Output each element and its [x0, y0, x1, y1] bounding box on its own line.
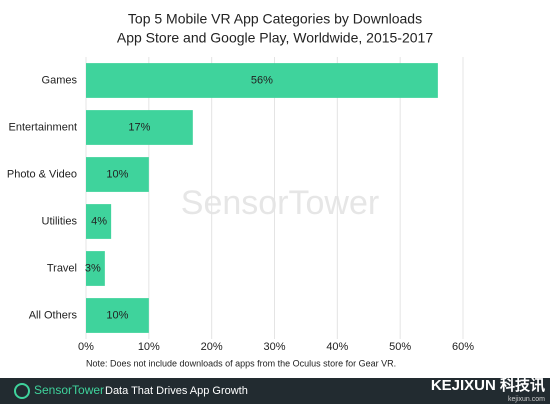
bar	[86, 298, 149, 333]
chart-title: Top 5 Mobile VR App Categories by Downlo…	[128, 11, 422, 27]
x-tick-label: 10%	[138, 341, 160, 353]
y-tick-label: Travel	[47, 262, 77, 274]
bar	[86, 110, 193, 145]
x-tick-label: 0%	[78, 341, 94, 353]
bar	[86, 251, 105, 286]
footer-icon	[14, 383, 30, 399]
note: Note: Does not include downloads of apps…	[86, 358, 396, 368]
value-label: 4%	[91, 215, 107, 227]
value-label: 10%	[106, 168, 128, 180]
x-tick-label: 40%	[326, 341, 348, 353]
x-tick-label: 30%	[263, 341, 285, 353]
chart-subtitle: App Store and Google Play, Worldwide, 20…	[117, 30, 433, 46]
y-tick-label: All Others	[29, 309, 78, 321]
site-logo: KEJIXUN 科技讯	[431, 376, 545, 394]
bar	[86, 157, 149, 192]
watermark: SensorTower	[181, 184, 379, 222]
bar	[86, 63, 438, 98]
bar	[86, 204, 112, 239]
footer-band	[0, 378, 550, 404]
x-tick-label: 20%	[201, 341, 223, 353]
site-url: kejixun.com	[508, 396, 545, 403]
y-tick-label: Entertainment	[9, 121, 77, 133]
footer-brand: SensorTower	[34, 383, 104, 397]
value-label: 3%	[85, 262, 101, 274]
y-tick-label: Utilities	[42, 215, 78, 227]
value-label: 17%	[128, 121, 150, 133]
x-tick-label: 60%	[452, 341, 474, 353]
y-tick-label: Games	[42, 74, 78, 86]
y-tick-label: Photo & Video	[7, 168, 77, 180]
value-label: 10%	[106, 309, 128, 321]
value-label: 56%	[251, 74, 273, 86]
x-tick-label: 50%	[389, 341, 411, 353]
footer-tagline: Data That Drives App Growth	[105, 385, 248, 397]
